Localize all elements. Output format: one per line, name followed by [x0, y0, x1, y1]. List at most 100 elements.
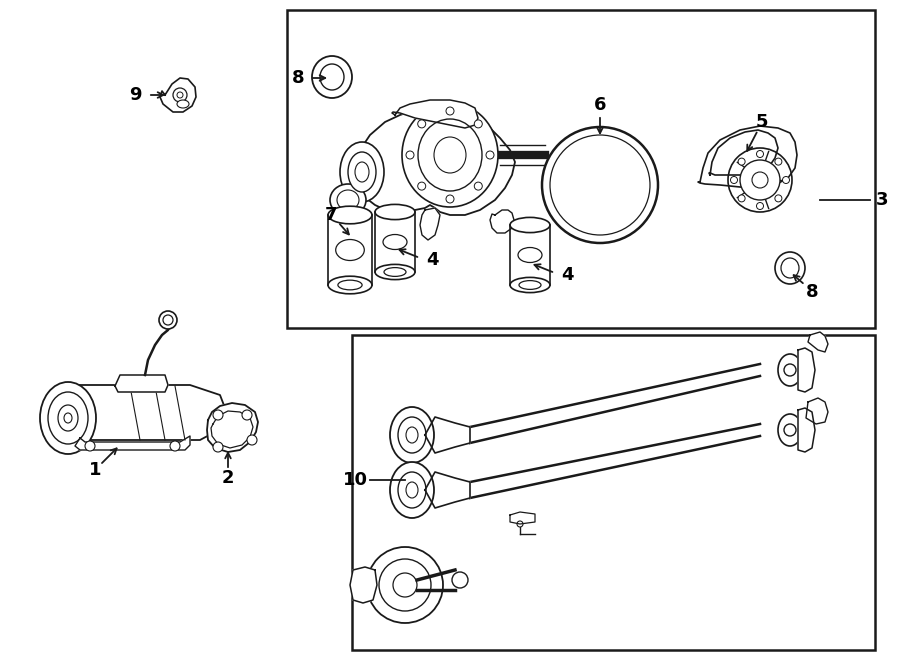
Ellipse shape — [390, 407, 434, 463]
Ellipse shape — [402, 103, 498, 207]
Text: 1: 1 — [89, 461, 101, 479]
Circle shape — [474, 182, 482, 190]
Circle shape — [446, 107, 454, 115]
Polygon shape — [490, 210, 514, 233]
Ellipse shape — [510, 217, 550, 233]
Text: 6: 6 — [594, 96, 607, 114]
Ellipse shape — [518, 247, 542, 262]
Polygon shape — [420, 208, 440, 240]
Ellipse shape — [406, 482, 418, 498]
Ellipse shape — [330, 184, 366, 216]
Polygon shape — [207, 403, 258, 452]
Circle shape — [752, 172, 768, 188]
Circle shape — [85, 441, 95, 451]
Ellipse shape — [775, 252, 805, 284]
Circle shape — [486, 151, 494, 159]
Text: 8: 8 — [806, 283, 818, 301]
Circle shape — [247, 435, 257, 445]
Text: 7: 7 — [325, 206, 338, 224]
Ellipse shape — [58, 405, 78, 431]
Polygon shape — [425, 417, 470, 453]
Ellipse shape — [355, 162, 369, 182]
Text: 5: 5 — [756, 113, 769, 131]
Ellipse shape — [398, 472, 426, 508]
Polygon shape — [392, 100, 478, 128]
Ellipse shape — [320, 64, 344, 90]
Circle shape — [517, 521, 523, 527]
Ellipse shape — [338, 280, 362, 290]
Polygon shape — [211, 411, 253, 448]
Bar — [287, 10, 875, 328]
Circle shape — [170, 441, 180, 451]
Polygon shape — [806, 398, 828, 424]
Circle shape — [163, 315, 173, 325]
Ellipse shape — [384, 268, 406, 276]
Circle shape — [738, 195, 745, 202]
Circle shape — [731, 176, 737, 184]
Circle shape — [740, 160, 780, 200]
Ellipse shape — [64, 413, 72, 423]
Circle shape — [784, 364, 796, 376]
Circle shape — [213, 410, 223, 420]
Ellipse shape — [781, 258, 799, 278]
Ellipse shape — [177, 100, 189, 108]
Circle shape — [784, 424, 796, 436]
Text: 2: 2 — [221, 469, 234, 487]
Ellipse shape — [328, 276, 372, 293]
Polygon shape — [698, 126, 797, 188]
Text: 3: 3 — [876, 191, 888, 209]
Ellipse shape — [510, 278, 550, 293]
Ellipse shape — [348, 152, 376, 192]
Circle shape — [474, 120, 482, 128]
Circle shape — [446, 195, 454, 203]
Ellipse shape — [312, 56, 352, 98]
Ellipse shape — [48, 392, 88, 444]
Circle shape — [775, 158, 782, 165]
Ellipse shape — [434, 137, 466, 173]
Circle shape — [406, 151, 414, 159]
Circle shape — [159, 311, 177, 329]
Ellipse shape — [328, 206, 372, 224]
Text: 10: 10 — [343, 471, 367, 489]
Polygon shape — [808, 332, 828, 352]
Polygon shape — [350, 567, 377, 603]
Ellipse shape — [406, 427, 418, 443]
Text: 9: 9 — [129, 86, 141, 104]
Circle shape — [550, 135, 650, 235]
Text: 8: 8 — [292, 69, 304, 87]
Ellipse shape — [452, 572, 468, 588]
Circle shape — [213, 442, 223, 452]
Ellipse shape — [778, 354, 802, 386]
Polygon shape — [425, 472, 470, 508]
Circle shape — [173, 88, 187, 102]
Circle shape — [367, 547, 443, 623]
Bar — [352, 335, 875, 650]
Ellipse shape — [336, 239, 364, 260]
Polygon shape — [510, 512, 535, 524]
Polygon shape — [798, 348, 815, 392]
Circle shape — [379, 559, 431, 611]
Ellipse shape — [375, 264, 415, 280]
Polygon shape — [115, 375, 168, 392]
Circle shape — [782, 176, 789, 184]
Circle shape — [177, 92, 183, 98]
Polygon shape — [55, 385, 225, 440]
Polygon shape — [160, 78, 196, 112]
Circle shape — [418, 182, 426, 190]
Polygon shape — [798, 408, 815, 452]
Circle shape — [757, 202, 763, 210]
Text: 4: 4 — [426, 251, 438, 269]
Circle shape — [242, 410, 252, 420]
Ellipse shape — [398, 417, 426, 453]
Circle shape — [418, 120, 426, 128]
Ellipse shape — [375, 204, 415, 219]
Ellipse shape — [418, 119, 482, 191]
Circle shape — [757, 151, 763, 157]
Ellipse shape — [340, 142, 384, 202]
Circle shape — [738, 158, 745, 165]
Ellipse shape — [383, 235, 407, 249]
Circle shape — [542, 127, 658, 243]
Ellipse shape — [337, 190, 359, 210]
Polygon shape — [348, 108, 515, 215]
Ellipse shape — [390, 462, 434, 518]
